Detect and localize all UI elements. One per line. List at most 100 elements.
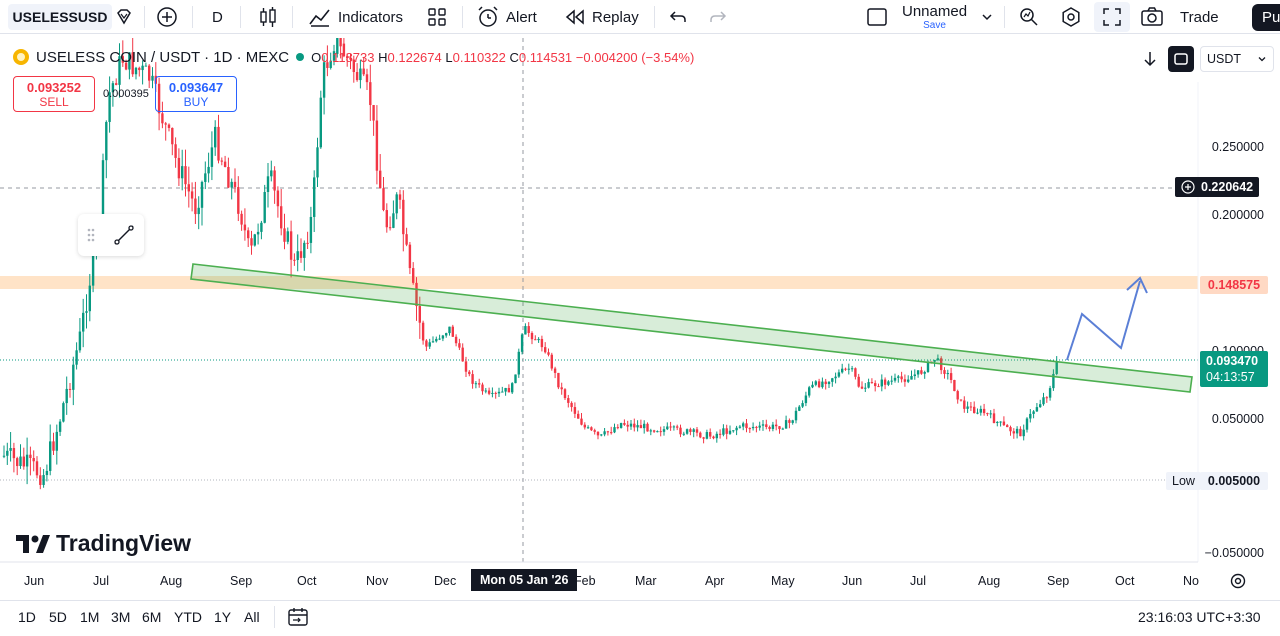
projection-path[interactable] xyxy=(1066,280,1141,361)
currency-select[interactable]: USDT xyxy=(1200,46,1274,72)
candle-body xyxy=(563,389,567,399)
candle-body xyxy=(316,147,319,178)
plus-circle-icon[interactable] xyxy=(1181,180,1195,194)
candle-body xyxy=(372,105,375,121)
candle-body xyxy=(511,383,514,393)
candle-body xyxy=(992,413,996,424)
candle-body xyxy=(207,166,210,174)
templates-button[interactable] xyxy=(426,0,448,34)
go-to-date-button[interactable] xyxy=(287,606,309,633)
range-button-1d[interactable]: 1D xyxy=(18,609,36,625)
candle-body xyxy=(339,38,342,47)
candle-body xyxy=(1032,411,1035,414)
tradingview-watermark: TradingView xyxy=(16,530,191,557)
compare-button[interactable] xyxy=(156,0,178,34)
drag-handle-icon[interactable] xyxy=(86,227,96,243)
candle-body xyxy=(504,387,507,392)
candle-body xyxy=(1019,428,1022,437)
range-button-6m[interactable]: 6M xyxy=(142,609,162,625)
candle-body xyxy=(214,126,217,148)
time-axis-settings-button[interactable] xyxy=(1229,572,1247,595)
candle-body xyxy=(382,188,385,211)
candle-body xyxy=(626,424,629,427)
candle-body xyxy=(468,371,471,375)
range-button-1y[interactable]: 1Y xyxy=(214,609,232,625)
low-tag-label: Low xyxy=(1166,472,1201,490)
candle-body xyxy=(959,399,963,401)
candle-body xyxy=(303,242,306,258)
indicators-button[interactable]: Indicators xyxy=(308,0,403,34)
candle-body xyxy=(1029,413,1032,419)
candle-body xyxy=(907,379,910,382)
descending-channel[interactable] xyxy=(190,263,1193,393)
symbol-search[interactable]: USELESSUSD xyxy=(8,4,112,30)
trend-line-icon[interactable] xyxy=(111,222,137,248)
candle-body xyxy=(577,413,580,419)
candle-body xyxy=(22,456,25,467)
candle-body xyxy=(781,428,784,430)
candle-body xyxy=(844,368,847,370)
sell-button[interactable]: 0.093252 SELL xyxy=(13,76,95,112)
sell-price: 0.093252 xyxy=(26,80,82,95)
candle-body xyxy=(233,181,237,188)
candle-body xyxy=(362,68,365,75)
candle-body xyxy=(860,386,864,389)
settings-button[interactable] xyxy=(1060,0,1082,34)
scale-down-button[interactable] xyxy=(1140,44,1160,74)
candle-body xyxy=(237,187,240,214)
candle-body xyxy=(745,423,748,429)
candle-body xyxy=(148,65,151,81)
range-button-3m[interactable]: 3M xyxy=(111,609,131,625)
trade-button[interactable]: Trade xyxy=(1180,0,1219,34)
range-button-all[interactable]: All xyxy=(244,609,260,625)
chevron-down-icon xyxy=(1258,57,1266,62)
candle-body xyxy=(936,358,940,360)
candle-body xyxy=(35,461,39,476)
clock-display[interactable]: 23:16:03 UTC+3:30 xyxy=(1138,609,1261,625)
candle-body xyxy=(817,381,821,388)
undo-button[interactable] xyxy=(668,0,688,34)
candle-body xyxy=(685,429,689,434)
candle-body xyxy=(534,339,537,341)
redo-button[interactable] xyxy=(708,0,728,34)
time-axis-label: Aug xyxy=(978,574,1001,588)
candle-body xyxy=(979,408,982,413)
publish-button[interactable]: Pu xyxy=(1252,0,1280,34)
range-button-1m[interactable]: 1M xyxy=(80,609,100,625)
candle-body xyxy=(527,326,530,333)
horizontal-level-band[interactable] xyxy=(0,276,1198,289)
candle-body xyxy=(794,410,798,421)
candle-body xyxy=(91,247,95,286)
alert-button[interactable]: Alert xyxy=(476,0,537,34)
candle-body xyxy=(111,83,115,93)
chart-toggle-button[interactable] xyxy=(1168,46,1194,72)
range-button-5d[interactable]: 5D xyxy=(49,609,67,625)
drawing-toolbar[interactable] xyxy=(78,214,144,256)
last-price: 0.093470 xyxy=(1206,354,1259,368)
candle-body xyxy=(461,347,464,362)
chart-type-button[interactable] xyxy=(258,0,278,34)
replay-button[interactable]: Replay xyxy=(564,0,639,34)
candle-body xyxy=(596,431,600,436)
buy-button[interactable]: 0.093647 BUY xyxy=(155,76,237,112)
price-chart[interactable] xyxy=(0,38,1280,600)
layout-name-button[interactable]: Unnamed Save xyxy=(902,0,967,34)
snapshot-button[interactable] xyxy=(1140,0,1164,34)
candle-body xyxy=(32,458,35,462)
candle-body xyxy=(705,432,709,439)
buy-label: BUY xyxy=(183,95,209,109)
quick-search-button[interactable] xyxy=(1018,0,1040,34)
layout-checkbox[interactable] xyxy=(866,0,888,34)
candle-body xyxy=(814,381,817,385)
fullscreen-button[interactable] xyxy=(1094,2,1130,32)
symbol-tag-button[interactable] xyxy=(114,0,134,34)
interval-button[interactable]: D xyxy=(212,0,223,34)
symbol-title[interactable]: USELESS COIN / USDT · 1D · MEXC xyxy=(36,48,290,66)
crosshair-price-tag[interactable]: 0.220642 xyxy=(1175,177,1260,197)
change-value: −0.004200 (−3.54%) xyxy=(575,49,695,65)
divider xyxy=(654,6,655,28)
layout-dropdown[interactable] xyxy=(980,0,994,34)
range-button-ytd[interactable]: YTD xyxy=(174,609,202,625)
candle-body xyxy=(557,372,560,388)
candle-body xyxy=(926,361,930,373)
